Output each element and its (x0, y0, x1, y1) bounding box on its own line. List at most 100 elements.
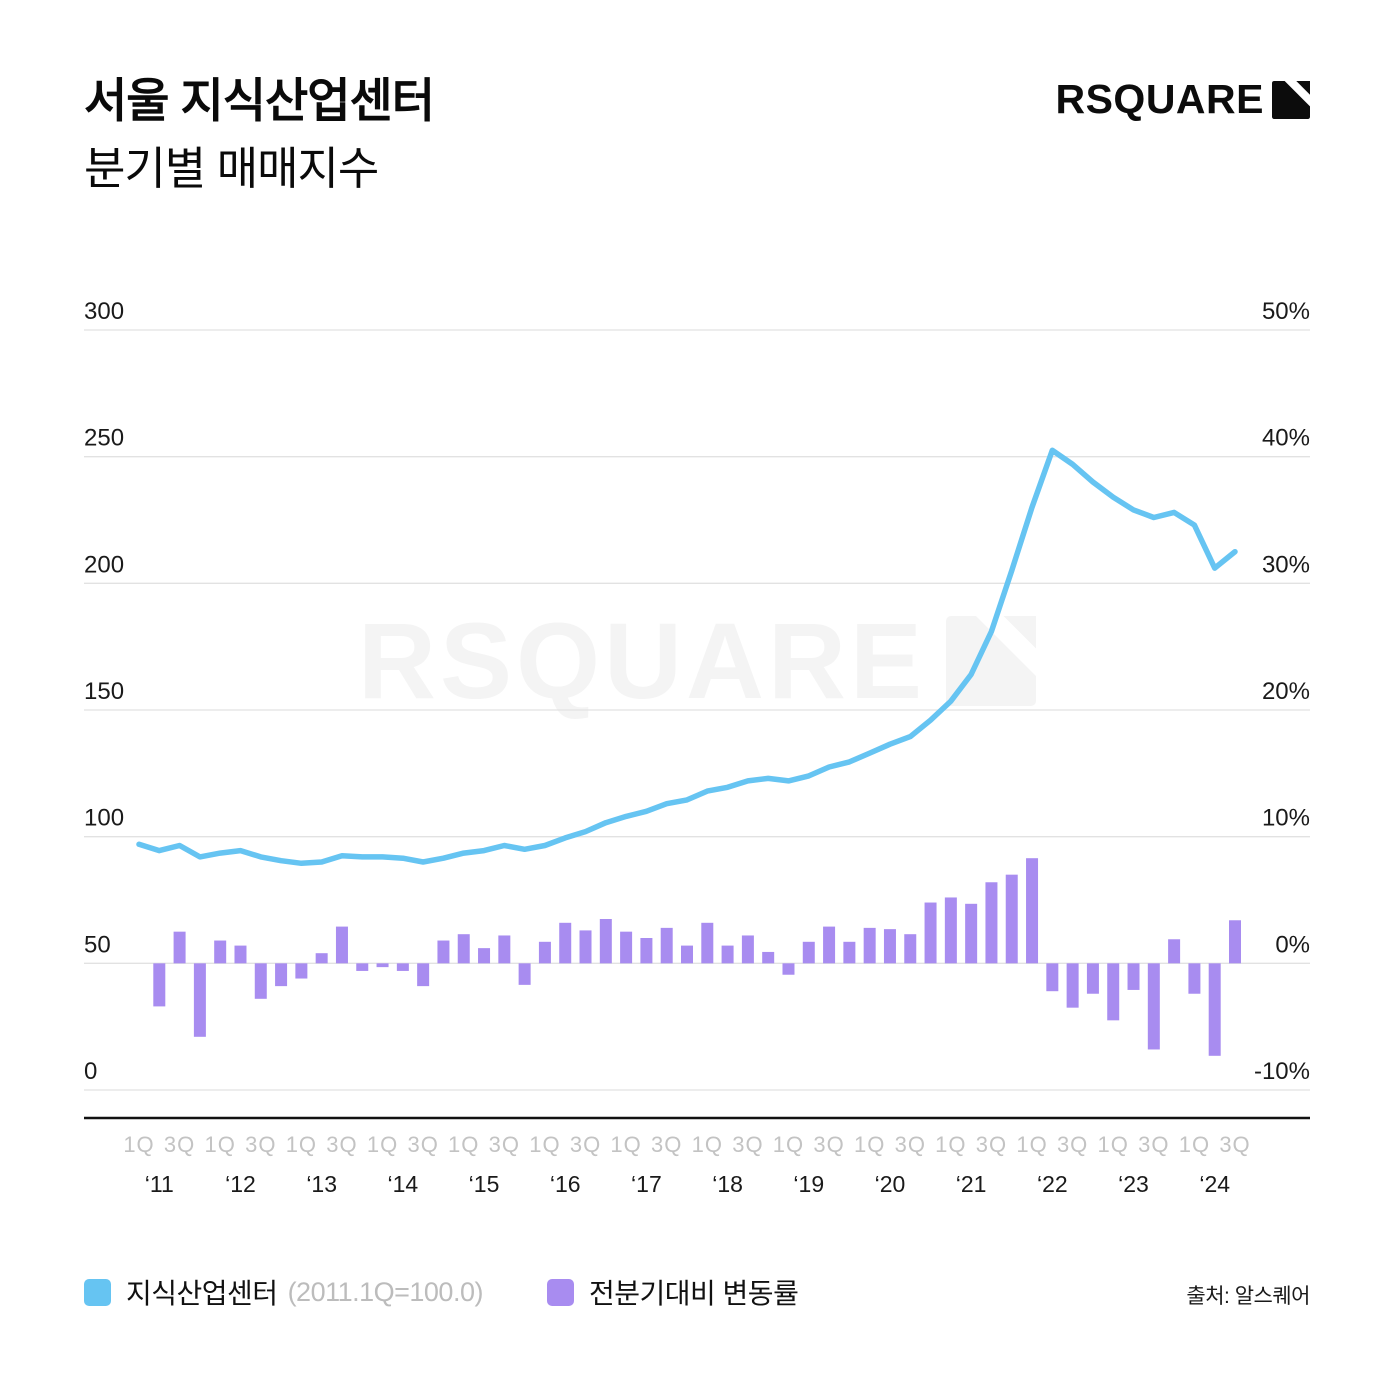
left-axis-tick: 300 (84, 300, 124, 325)
quarter-tick-1q: 1Q (367, 1132, 398, 1157)
right-axis-tick: -10% (1254, 1058, 1310, 1085)
qoq-bar (1229, 920, 1241, 964)
title-line-2: 분기별 매매지수 (84, 142, 379, 194)
qoq-bar (762, 951, 775, 964)
quarter-tick-3q: 3Q (895, 1132, 926, 1157)
qoq-bar (335, 926, 348, 964)
qoq-bar (376, 963, 389, 968)
index-line-label: 지식산업센터 (126, 1278, 278, 1309)
qoq-bar (275, 963, 288, 987)
year-tick: ‘17 (631, 1171, 662, 1197)
qoq-bar (234, 945, 247, 964)
qoq-bar (741, 935, 754, 964)
year-tick: ‘13 (306, 1171, 337, 1197)
quarter-tick-3q: 3Q (489, 1132, 520, 1157)
year-tick: ‘20 (875, 1171, 906, 1197)
qoq-bar (173, 931, 186, 964)
right-axis-tick: 20% (1262, 678, 1310, 705)
year-tick: ‘11 (145, 1171, 174, 1197)
qoq-bar (681, 945, 693, 964)
qoq-bar-swatch (546, 1278, 574, 1306)
quarter-tick-1q: 1Q (286, 1132, 317, 1157)
left-axis-tick: 150 (84, 678, 124, 705)
quarter-tick-3q: 3Q (245, 1132, 276, 1157)
qoq-bar (904, 934, 917, 964)
qoq-bar (356, 963, 369, 971)
qoq-bar (823, 926, 836, 964)
qoq-bar (254, 963, 267, 999)
rsquare-logo: RSQUARE (1055, 76, 1310, 123)
left-axis-tick: 250 (84, 425, 124, 452)
quarter-tick-3q: 3Q (732, 1132, 763, 1157)
rsquare-logo-mark-icon (1272, 80, 1310, 119)
source-credit: 출처: 알스퀘어 (1186, 1285, 1310, 1308)
quarter-tick-1q: 1Q (692, 1132, 723, 1157)
quarter-tick-3q: 3Q (326, 1132, 357, 1157)
gridlines: 300 50% 250 40% 200 30% 150 20% 100 10% 50 0% 0 -10% (84, 298, 1310, 1091)
quarter-tick-1q: 1Q (610, 1132, 641, 1157)
quarter-tick-1q: 1Q (529, 1132, 560, 1157)
quarter-tick-3q: 3Q (407, 1132, 438, 1157)
qoq-bar (721, 945, 734, 964)
qoq-bar (1168, 939, 1181, 964)
qoq-bar (1147, 963, 1160, 1050)
year-tick: ‘12 (225, 1171, 256, 1197)
qoq-bar (843, 941, 856, 964)
qoq-bar (396, 963, 409, 971)
qoq-bar (1208, 963, 1221, 1056)
index-line-swatch (84, 1278, 111, 1306)
qoq-bar (985, 882, 998, 964)
qoq-bar (214, 940, 227, 964)
chart-area: 300 50% 250 40% 200 30% 150 20% 100 10% 50 0% 0 -10% 1… (84, 298, 1310, 1220)
qoq-bar (782, 963, 795, 975)
quarter-tick-1q: 1Q (1016, 1132, 1047, 1157)
left-axis-tick: 200 (84, 551, 124, 578)
qoq-bar (559, 922, 572, 964)
quarter-tick-3q: 3Q (164, 1132, 195, 1157)
left-axis-tick: 100 (84, 805, 124, 832)
qoq-bar (579, 930, 592, 964)
qoq-bar (944, 897, 957, 964)
quarter-tick-1q: 1Q (1098, 1132, 1129, 1157)
quarterly-index-chart: 300 50% 250 40% 200 30% 150 20% 100 10% 50 0% 0 -10% 1… (84, 298, 1310, 1197)
index-base-note: (2011.1Q=100.0) (287, 1276, 484, 1307)
qoq-bar (924, 902, 937, 964)
quarter-tick-1q: 1Q (773, 1132, 804, 1157)
legend: 지식산업센터 (2011.1Q=100.0) 전분기대비 변동률 출처: 알스퀘… (84, 1272, 1310, 1312)
quarter-tick-1q: 1Q (935, 1132, 966, 1157)
qoq-bar (1188, 963, 1201, 994)
qoq-bar (1066, 963, 1079, 1008)
qoq-bar (620, 931, 633, 964)
qoq-bar (802, 941, 815, 964)
x-axis-labels: 1Q 3Q ‘11 1Q 3Q ‘12 1Q 3Q ‘13 1Q 3Q ‘14 1Q 3Q ‘15 1Q 3Q ‘… (123, 1132, 1249, 1197)
right-axis-tick: 50% (1262, 300, 1310, 325)
qoq-bar (660, 927, 673, 964)
year-tick: ‘21 (956, 1171, 987, 1197)
quarter-tick-3q: 3Q (1138, 1132, 1169, 1157)
qoq-bar (965, 903, 978, 964)
quarter-tick-1q: 1Q (123, 1132, 154, 1157)
quarter-tick-1q: 1Q (448, 1132, 479, 1157)
quarterly-index-line (136, 447, 1238, 867)
qoq-bar (295, 963, 308, 979)
year-tick: ‘23 (1118, 1171, 1149, 1197)
qoq-bar (640, 938, 653, 964)
year-tick: ‘16 (550, 1171, 581, 1197)
quarter-tick-1q: 1Q (1179, 1132, 1210, 1157)
qoq-bar (478, 948, 491, 964)
qoq-bar (437, 940, 450, 964)
quarter-tick-3q: 3Q (976, 1132, 1007, 1157)
qoq-bar (863, 927, 876, 964)
quarter-tick-3q: 3Q (570, 1132, 601, 1157)
right-axis-tick: 10% (1262, 805, 1310, 832)
quarter-tick-1q: 1Q (854, 1132, 885, 1157)
qoq-bar (518, 963, 531, 985)
qoq-change-bars (153, 858, 1241, 1056)
qoq-bar (599, 919, 612, 964)
year-tick: ‘19 (793, 1171, 824, 1197)
qoq-bar (1046, 963, 1059, 992)
quarter-tick-3q: 3Q (813, 1132, 844, 1157)
legend-item-change: 전분기대비 변동률 (546, 1272, 799, 1312)
year-tick: ‘24 (1199, 1171, 1230, 1197)
qoq-bar (701, 922, 714, 964)
